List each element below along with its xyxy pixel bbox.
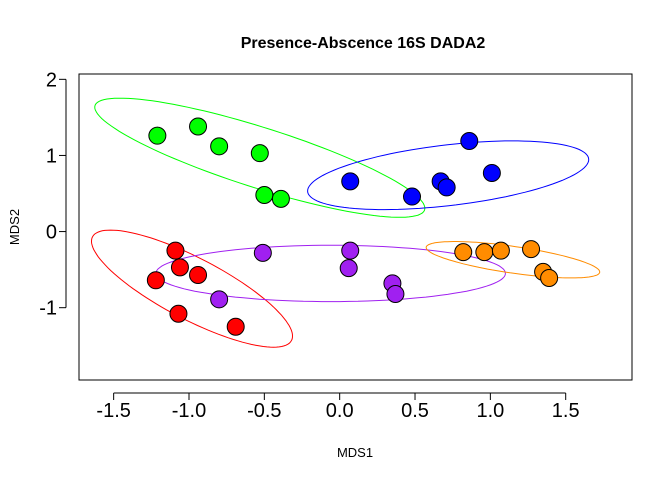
data-point xyxy=(540,269,559,287)
data-point xyxy=(339,259,358,278)
data-point xyxy=(341,241,360,260)
data-point xyxy=(271,189,290,208)
x-tick-label: -0.5 xyxy=(247,400,281,422)
group-ellipse xyxy=(94,97,426,218)
plot-frame xyxy=(78,73,633,381)
data-point xyxy=(482,163,501,182)
data-point xyxy=(189,265,208,284)
data-point xyxy=(522,240,541,259)
data-point xyxy=(454,243,473,262)
data-point xyxy=(146,271,165,290)
data-point xyxy=(460,131,479,150)
ellipse-layer xyxy=(90,97,601,348)
y-axis-label: MDS2 xyxy=(7,209,22,245)
x-axis: -1.5 -1.0 -0.5 0.0 0.5 1.0 1.5 xyxy=(96,392,580,422)
data-point xyxy=(226,317,245,336)
data-point xyxy=(166,241,185,260)
data-point xyxy=(169,304,188,323)
group-ellipse xyxy=(425,241,601,279)
point-layer xyxy=(146,117,559,336)
data-point xyxy=(386,284,405,303)
y-tick-label: -1 xyxy=(39,298,57,320)
y-axis: -1 0 1 2 xyxy=(39,69,67,320)
x-tick-label: 1.0 xyxy=(476,400,504,422)
x-axis-label: MDS1 xyxy=(337,445,373,460)
data-point xyxy=(437,178,456,197)
x-tick-label: 1.5 xyxy=(552,400,580,422)
x-tick-label: -1.0 xyxy=(172,400,206,422)
x-tick-label: -1.5 xyxy=(96,400,130,422)
data-point xyxy=(341,172,360,191)
data-point xyxy=(253,243,272,262)
chart-title: Presence-Abscence 16S DADA2 xyxy=(241,35,486,52)
y-tick-label: 1 xyxy=(46,145,57,167)
data-point xyxy=(189,117,208,136)
x-tick-label: 0.0 xyxy=(326,400,354,422)
data-point xyxy=(491,241,510,260)
data-point xyxy=(475,243,494,262)
data-point xyxy=(170,258,189,277)
y-tick-label: 2 xyxy=(46,69,57,91)
data-point xyxy=(255,186,274,205)
x-tick-label: 0.5 xyxy=(401,400,429,422)
group-ellipse xyxy=(307,140,590,211)
data-point xyxy=(210,137,229,156)
data-point xyxy=(148,126,167,145)
group-ellipse xyxy=(90,229,294,348)
data-point xyxy=(250,144,269,163)
group-ellipse xyxy=(155,244,506,303)
y-tick-label: 0 xyxy=(46,222,57,244)
data-point xyxy=(403,187,422,206)
data-point xyxy=(210,290,229,309)
